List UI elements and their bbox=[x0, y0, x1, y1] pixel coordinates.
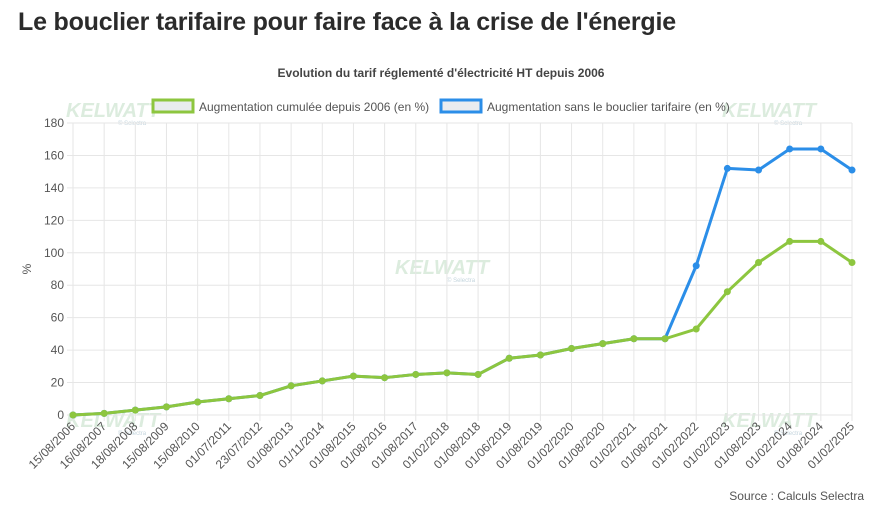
y-tick-label: 100 bbox=[44, 246, 64, 260]
data-point bbox=[817, 145, 825, 153]
data-point bbox=[131, 406, 139, 414]
legend: Augmentation cumulée depuis 2006 (en %) A… bbox=[151, 98, 730, 114]
y-tick-label: 60 bbox=[51, 311, 65, 325]
legend-label: Augmentation cumulée depuis 2006 (en %) bbox=[199, 100, 429, 114]
watermark-logo: KELWATT bbox=[66, 100, 162, 122]
y-tick-label: 160 bbox=[44, 148, 64, 162]
data-point bbox=[318, 377, 326, 385]
y-axis-title: % bbox=[20, 263, 34, 274]
data-point bbox=[568, 344, 576, 352]
data-point bbox=[755, 259, 763, 267]
data-point bbox=[225, 395, 233, 403]
data-point bbox=[349, 372, 357, 380]
data-point bbox=[474, 370, 482, 378]
watermark-logo: KELWATT bbox=[395, 257, 491, 279]
data-point bbox=[630, 335, 638, 343]
data-point bbox=[817, 237, 825, 245]
data-point bbox=[755, 166, 763, 174]
data-point bbox=[599, 340, 607, 348]
source-note: Source : Calculs Selectra bbox=[729, 489, 864, 503]
watermark-logo: KELWATT bbox=[722, 100, 818, 122]
data-point bbox=[848, 166, 856, 174]
data-point bbox=[723, 288, 731, 296]
data-point bbox=[162, 403, 170, 411]
chart-title: Evolution du tarif réglementé d'électric… bbox=[278, 66, 605, 80]
data-point bbox=[692, 262, 700, 270]
y-tick-label: 120 bbox=[44, 213, 64, 227]
watermark-logo: KELWATT bbox=[722, 410, 818, 432]
data-point bbox=[692, 325, 700, 333]
data-point bbox=[848, 259, 856, 267]
watermark-sub: © Selectra bbox=[774, 430, 803, 437]
data-point bbox=[100, 409, 108, 417]
data-point bbox=[505, 354, 513, 362]
data-point bbox=[723, 164, 731, 172]
data-point bbox=[194, 398, 202, 406]
series-group bbox=[69, 145, 856, 419]
watermark-sub: © Selectra bbox=[447, 277, 476, 284]
data-point bbox=[412, 370, 420, 378]
legend-label: Augmentation sans le bouclier tarifaire … bbox=[487, 100, 730, 114]
legend-swatch bbox=[151, 98, 195, 114]
data-point bbox=[443, 369, 451, 377]
y-tick-label: 0 bbox=[57, 408, 64, 422]
data-point bbox=[661, 335, 669, 343]
data-point bbox=[786, 145, 794, 153]
y-tick-label: 180 bbox=[44, 116, 64, 130]
data-point bbox=[381, 374, 389, 382]
y-tick-label: 140 bbox=[44, 181, 64, 195]
page-title: Le bouclier tarifaire pour faire face à … bbox=[18, 8, 676, 36]
series-line-cumulee bbox=[72, 239, 853, 417]
y-axis: 0 20 40 60 80 100 120 140 160 180 bbox=[44, 116, 64, 422]
data-point bbox=[69, 411, 77, 419]
data-point bbox=[287, 382, 295, 390]
y-tick-label: 40 bbox=[51, 343, 65, 357]
watermark-sub: © Selectra bbox=[118, 430, 147, 437]
y-tick-label: 80 bbox=[51, 278, 65, 292]
data-point bbox=[256, 392, 264, 400]
legend-swatch bbox=[439, 98, 483, 114]
data-point bbox=[786, 237, 794, 245]
y-tick-label: 20 bbox=[51, 376, 65, 390]
data-point bbox=[536, 351, 544, 359]
